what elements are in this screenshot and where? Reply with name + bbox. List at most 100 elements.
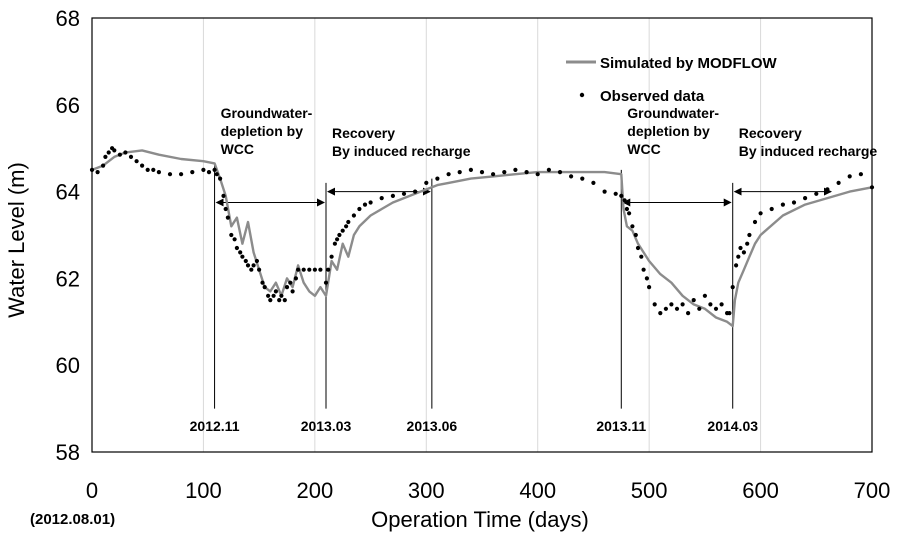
observed-point bbox=[232, 237, 237, 242]
x-tick-label-400: 400 bbox=[519, 478, 556, 503]
annotation-text-3-1: By induced recharge bbox=[739, 143, 878, 159]
observed-point bbox=[713, 306, 719, 311]
observed-point bbox=[663, 306, 669, 311]
observed-point bbox=[190, 170, 195, 175]
observed-point bbox=[697, 306, 702, 311]
legend-observed-marker bbox=[579, 92, 585, 98]
annotation-text-2-1: depletion by bbox=[627, 123, 710, 139]
simulated-series-line bbox=[91, 149, 873, 328]
observed-point bbox=[435, 176, 440, 181]
observed-point bbox=[580, 176, 585, 181]
annotation-text-0-0: Groundwater- bbox=[221, 105, 313, 121]
observed-point bbox=[288, 280, 293, 285]
observed-point bbox=[702, 293, 708, 298]
observed-point bbox=[117, 152, 122, 157]
observed-point bbox=[257, 267, 262, 272]
observed-point bbox=[652, 302, 657, 307]
observed-point bbox=[271, 293, 276, 298]
observed-point bbox=[535, 172, 540, 177]
observed-point bbox=[546, 167, 552, 172]
observed-point bbox=[112, 148, 117, 153]
x-start-date-note: (2012.08.01) bbox=[30, 511, 115, 528]
observed-point bbox=[277, 298, 282, 303]
annotation-arrows bbox=[215, 187, 832, 207]
observed-point bbox=[312, 267, 317, 272]
observed-point bbox=[613, 191, 618, 196]
observed-point bbox=[491, 172, 496, 177]
observed-point bbox=[238, 250, 243, 255]
observed-point bbox=[627, 211, 632, 216]
x-tick-label-0: 0 bbox=[86, 478, 98, 503]
observed-point bbox=[825, 187, 830, 192]
annotation-text-3-0: Recovery bbox=[739, 125, 802, 141]
observed-point bbox=[836, 180, 841, 185]
observed-point bbox=[344, 224, 349, 229]
observed-point bbox=[260, 280, 265, 285]
observed-point bbox=[557, 170, 563, 175]
observed-point bbox=[296, 267, 301, 272]
observed-point bbox=[368, 200, 373, 205]
observed-point bbox=[279, 293, 284, 298]
x-tick-label-700: 700 bbox=[854, 478, 891, 503]
observed-point bbox=[201, 167, 206, 172]
observed-point bbox=[680, 302, 685, 307]
annotation-text-2-0: Groundwater- bbox=[627, 105, 719, 121]
observed-point bbox=[502, 170, 507, 175]
event-date-label-0: 2012.11 bbox=[190, 418, 240, 434]
observed-point bbox=[457, 170, 462, 175]
observed-point bbox=[524, 170, 529, 175]
observed-point bbox=[747, 232, 752, 238]
event-date-label-3: 2013.11 bbox=[596, 418, 646, 434]
observed-point bbox=[254, 258, 259, 264]
observed-point bbox=[362, 202, 368, 207]
observed-point bbox=[730, 285, 735, 290]
observed-point bbox=[332, 241, 337, 246]
observed-point bbox=[708, 302, 713, 307]
observed-point bbox=[847, 174, 852, 179]
annotation-labels: Groundwater-depletion by WCC Recovery By in… bbox=[221, 105, 878, 159]
observed-point bbox=[639, 254, 644, 259]
annotation-text-0-2: WCC bbox=[221, 141, 254, 157]
observed-point bbox=[758, 211, 763, 216]
x-tick-label-100: 100 bbox=[185, 478, 222, 503]
y-tick-label-62: 62 bbox=[56, 266, 80, 291]
observed-point bbox=[293, 276, 298, 281]
observed-point bbox=[249, 267, 254, 272]
observed-point bbox=[803, 196, 808, 201]
observed-point bbox=[335, 237, 340, 242]
x-tick-label-300: 300 bbox=[408, 478, 445, 503]
observed-point bbox=[273, 289, 278, 294]
legend-simulated-label: Simulated by MODFLOW bbox=[600, 55, 778, 72]
simulated-series bbox=[91, 149, 873, 328]
observed-point bbox=[691, 298, 696, 303]
observed-point bbox=[151, 167, 156, 172]
observed-point bbox=[858, 172, 864, 177]
event-date-label-2: 2013.06 bbox=[407, 418, 458, 434]
observed-point bbox=[752, 219, 758, 225]
observed-point bbox=[101, 163, 106, 168]
event-lines bbox=[214, 165, 734, 409]
observed-point bbox=[622, 198, 627, 203]
observed-point bbox=[814, 191, 819, 196]
observed-point bbox=[630, 224, 635, 229]
observed-point bbox=[212, 167, 217, 172]
observed-point bbox=[229, 232, 234, 238]
observed-point bbox=[390, 193, 395, 198]
observed-point bbox=[225, 215, 230, 220]
observed-point bbox=[424, 180, 429, 185]
observed-point bbox=[602, 189, 607, 194]
observed-point bbox=[686, 311, 691, 316]
annotation-text-2-2: WCC bbox=[627, 141, 660, 157]
observed-point bbox=[103, 154, 108, 159]
observed-point bbox=[223, 206, 228, 212]
y-tick-label-60: 60 bbox=[56, 353, 80, 378]
observed-point bbox=[769, 206, 774, 212]
observed-point bbox=[106, 150, 111, 155]
observed-point bbox=[156, 170, 161, 175]
observed-point bbox=[128, 154, 134, 159]
event-date-label-1: 2013.03 bbox=[301, 418, 352, 434]
observed-point bbox=[318, 267, 323, 272]
y-tick-label-66: 66 bbox=[56, 93, 80, 118]
observed-point bbox=[719, 302, 724, 307]
y-tick-label-58: 58 bbox=[56, 440, 80, 465]
